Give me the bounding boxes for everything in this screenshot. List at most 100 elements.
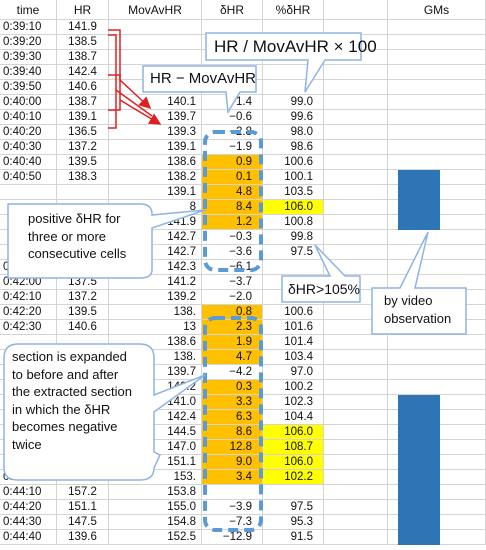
time-cell (0, 455, 57, 470)
blank-cell (324, 20, 388, 35)
dhr-cell: 2.3 (202, 320, 263, 335)
gms-cell (388, 230, 486, 245)
blank-cell (324, 350, 388, 365)
gms-cell (388, 50, 486, 65)
blank-cell (324, 530, 388, 545)
pct-dhr-cell: 100.8 (263, 215, 324, 230)
hr-cell: 138.7 (57, 95, 109, 110)
dhr-cell: −6.1 (202, 260, 263, 275)
hr-cell: 141.9 (57, 20, 109, 35)
positive-line-1: positive δHR for (28, 211, 121, 226)
blank-cell (324, 245, 388, 260)
time-cell: 0:39:50 (0, 80, 57, 95)
hr-cell: 151.1 (57, 500, 109, 515)
blank-cell (324, 230, 388, 245)
hr-cell: 139.6 (57, 530, 109, 545)
pct-dhr-cell: 98.0 (263, 125, 324, 140)
gms-cell (388, 20, 486, 35)
time-cell: 0:40:40 (0, 155, 57, 170)
gms-cell (388, 35, 486, 50)
blank-cell (324, 170, 388, 185)
formula-dhr-label: HR − MovAvHR (150, 70, 256, 87)
gms-cell (388, 110, 486, 125)
gms-cell (388, 335, 486, 350)
blank-cell (324, 410, 388, 425)
movavhr-cell: 139.2 (109, 290, 202, 305)
pct-dhr-cell: 91.5 (263, 530, 324, 545)
gms-cell (388, 80, 486, 95)
blank-cell (324, 110, 388, 125)
hr-cell: 137.5 (57, 275, 109, 290)
blank-cell (324, 485, 388, 500)
time-cell: 0:40:20 (0, 125, 57, 140)
blank-cell (324, 380, 388, 395)
blank-cell (324, 440, 388, 455)
dhr-cell: 1.2 (202, 215, 263, 230)
gms-cell (388, 245, 486, 260)
table-row: 0:40:40 139.5 138.6 0.9 100.6 (0, 155, 486, 170)
pct-dhr-cell: 99.6 (263, 110, 324, 125)
hr-cell: 157.2 (57, 485, 109, 500)
hr-cell: 140.6 (57, 80, 109, 95)
time-cell: 0:39:10 (0, 20, 57, 35)
dhr-cell (202, 20, 263, 35)
table-row: 0:42:00 137.5 141.2 −3.7 (0, 275, 486, 290)
gms-cell (388, 275, 486, 290)
dhr-cell (202, 485, 263, 500)
time-cell: 0:39:20 (0, 35, 57, 50)
pct-dhr-cell: 99.0 (263, 95, 324, 110)
blank-cell (324, 260, 388, 275)
dhr-cell: −7.3 (202, 515, 263, 530)
pct-dhr-cell: 100.1 (263, 170, 324, 185)
blank-cell (324, 515, 388, 530)
expanded-line-4: in which the δHR (12, 401, 111, 417)
movavhr-cell: 138.6 (109, 155, 202, 170)
dhr-cell: −2.0 (202, 290, 263, 305)
hr-cell: 140.6 (57, 320, 109, 335)
header-gms: GMs (388, 0, 486, 20)
time-cell: 0:39:40 (0, 65, 57, 80)
dhr-cell: −3.7 (202, 275, 263, 290)
pct-dhr-cell: 106.0 (263, 200, 324, 215)
time-cell: 0:40:10 (0, 110, 57, 125)
time-cell: 0:42:00 (0, 275, 57, 290)
positive-line-2: three or more (28, 228, 107, 244)
expanded-line-1: section is expanded (12, 349, 127, 364)
blank-cell (324, 65, 388, 80)
pct-dhr-cell: 101.6 (263, 320, 324, 335)
positive-label: positive δHR for three or more consecuti… (28, 210, 126, 263)
hr-cell: 139.5 (57, 155, 109, 170)
movavhr-cell: 139.3 (109, 125, 202, 140)
gms-cell (388, 380, 486, 395)
dhr-cell: 0.8 (202, 305, 263, 320)
blank-cell (324, 470, 388, 485)
video-label: by video observation (384, 292, 451, 327)
pct-dhr-cell: 97.0 (263, 365, 324, 380)
dhr-cell: 8.4 (202, 200, 263, 215)
hr-cell: 138.7 (57, 50, 109, 65)
pct-dhr-cell (263, 260, 324, 275)
pct-dhr-cell (263, 485, 324, 500)
movavhr-cell: 139.7 (109, 110, 202, 125)
header-hr: HR (57, 0, 109, 20)
blank-cell (324, 395, 388, 410)
blank-cell (324, 320, 388, 335)
dhr-cell: −12.9 (202, 530, 263, 545)
gm-mark (398, 395, 440, 545)
dhr-cell: 0.9 (202, 155, 263, 170)
blank-cell (324, 200, 388, 215)
movavhr-cell: 153.8 (109, 485, 202, 500)
blank-cell (324, 140, 388, 155)
header-pct-dhr: %δHR (263, 0, 324, 20)
header-movavhr: MovAvHR (109, 0, 202, 20)
hr-cell: 142.4 (57, 65, 109, 80)
time-cell (0, 185, 57, 200)
time-cell: 0:42:30 (0, 320, 57, 335)
pct-dhr-cell: 100.6 (263, 155, 324, 170)
blank-cell (324, 125, 388, 140)
pct-dhr-cell: 102.3 (263, 395, 324, 410)
hr-cell: 137.2 (57, 290, 109, 305)
time-cell: 0:40:00 (0, 95, 57, 110)
pct-dhr-cell (263, 20, 324, 35)
movavhr-cell: 151.1 (109, 455, 202, 470)
